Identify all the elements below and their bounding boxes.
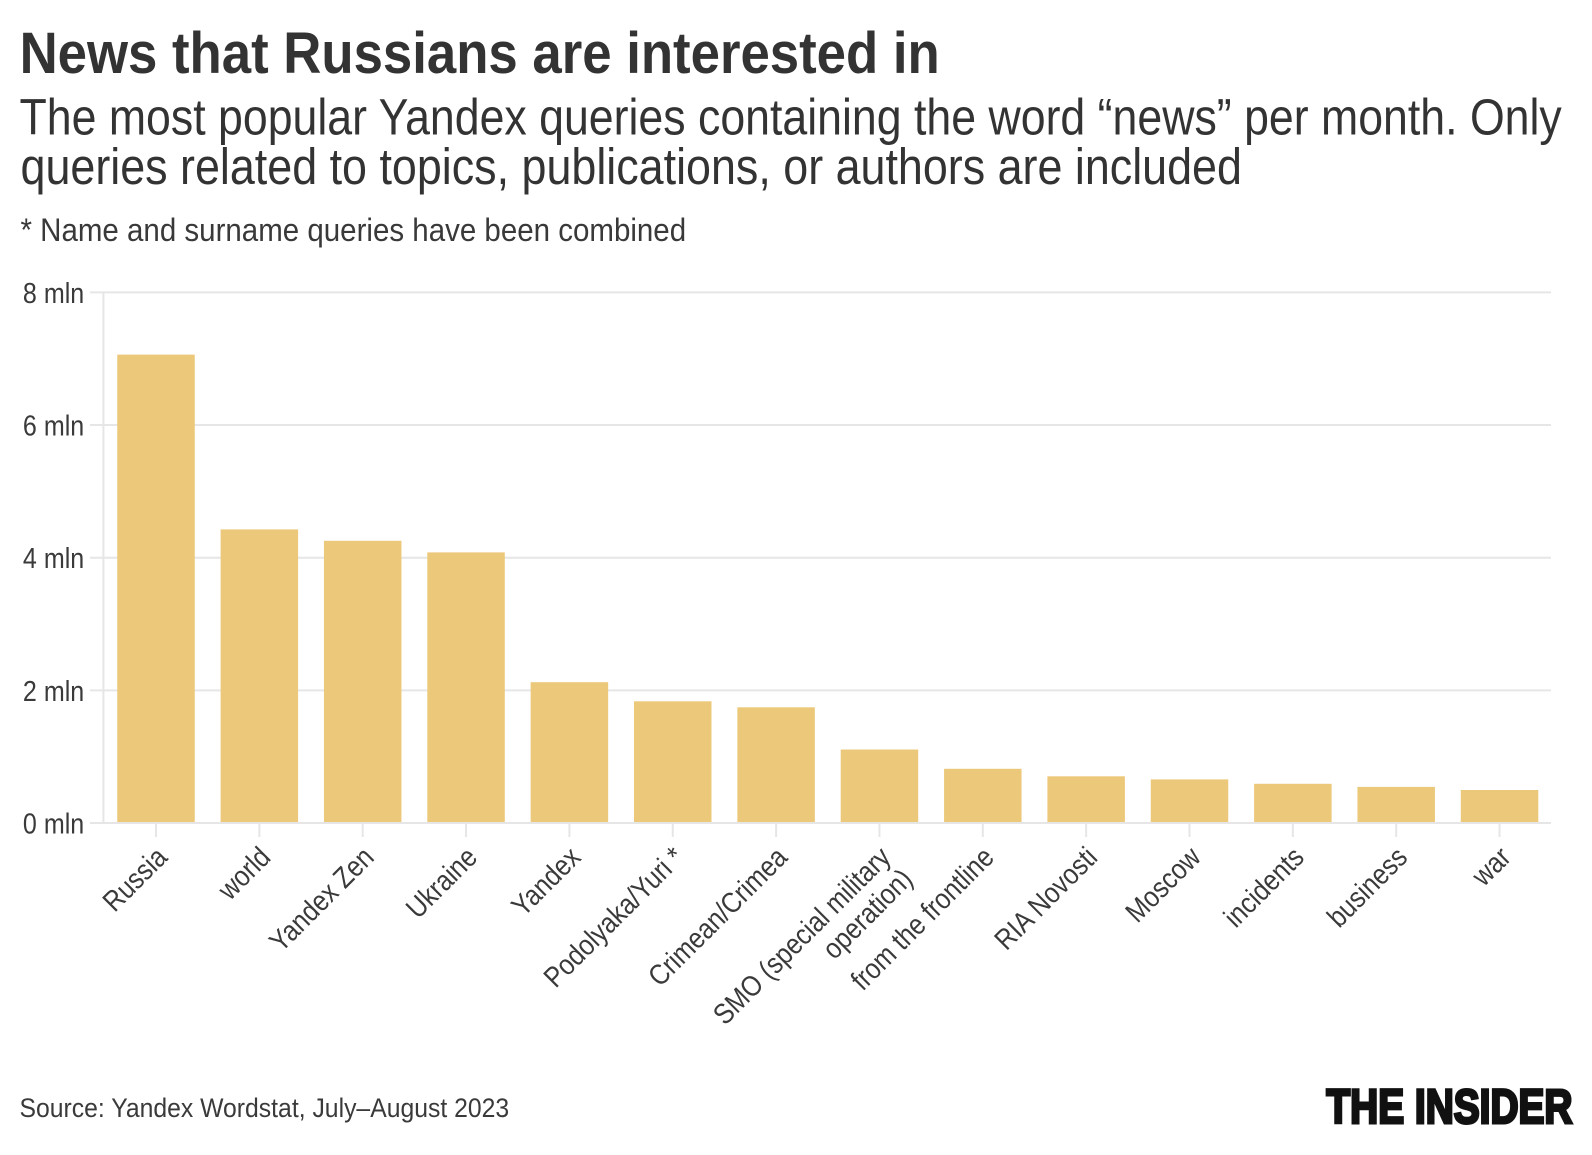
svg-text:8 mln: 8 mln xyxy=(23,277,84,309)
svg-text:6 mln: 6 mln xyxy=(23,410,84,442)
svg-text:The most popular Yandex querie: The most popular Yandex queries containi… xyxy=(20,90,1562,146)
svg-text:* Name and surname queries hav: * Name and surname queries have been com… xyxy=(21,212,687,249)
svg-text:THE INSIDER: THE INSIDER xyxy=(1326,1080,1572,1134)
svg-text:queries related to topics, pub: queries related to topics, publications,… xyxy=(21,139,1242,195)
svg-text:News that Russians are interes: News that Russians are interested in xyxy=(20,20,940,85)
svg-text:0 mln: 0 mln xyxy=(23,808,84,840)
svg-text:Source: Yandex Wordstat, July–: Source: Yandex Wordstat, July–August 202… xyxy=(20,1094,510,1123)
svg-text:4 mln: 4 mln xyxy=(23,543,84,575)
svg-text:2 mln: 2 mln xyxy=(23,675,84,707)
